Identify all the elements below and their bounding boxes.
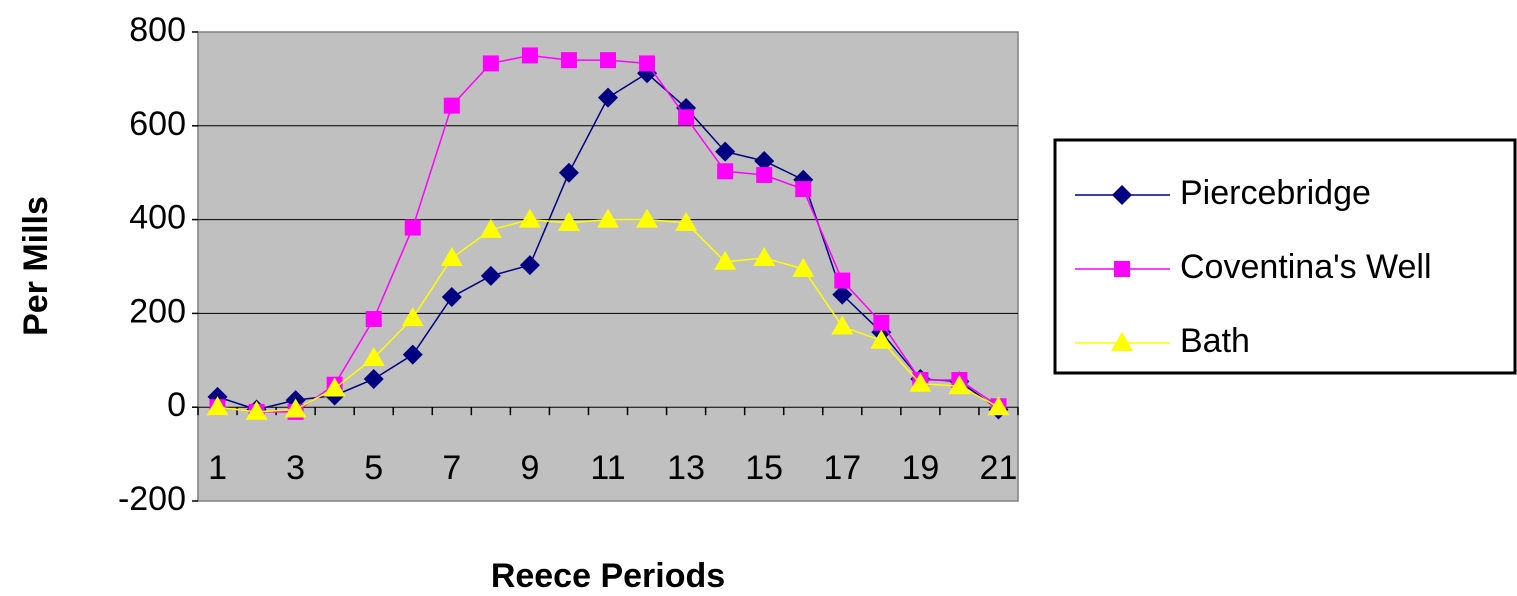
y-tick-label: 0 <box>167 386 186 424</box>
marker <box>675 211 698 231</box>
y-axis-title: Per Mills <box>17 196 55 336</box>
y-tick-label: 800 <box>129 11 186 49</box>
marker <box>440 247 463 267</box>
y-tick-label: -200 <box>118 480 186 518</box>
marker <box>831 315 854 335</box>
marker <box>987 396 1010 416</box>
x-tick-label: 5 <box>364 449 383 487</box>
y-tick-label: 600 <box>129 105 186 143</box>
marker <box>402 344 423 365</box>
marker <box>870 329 893 349</box>
marker <box>715 141 736 162</box>
x-tick-label: 3 <box>286 449 305 487</box>
marker <box>443 97 460 114</box>
marker <box>401 307 424 327</box>
marker <box>636 208 659 228</box>
marker <box>834 272 851 289</box>
x-tick-label: 7 <box>442 449 461 487</box>
marker <box>206 396 229 416</box>
marker <box>521 47 538 64</box>
marker <box>597 208 619 228</box>
marker <box>754 150 775 171</box>
y-tick-label: 400 <box>129 199 186 237</box>
marker <box>479 218 502 238</box>
x-tick-label: 1 <box>208 449 227 487</box>
marker <box>948 375 971 395</box>
marker <box>598 87 618 108</box>
marker <box>714 250 737 270</box>
marker <box>363 369 384 390</box>
marker <box>756 167 773 184</box>
plot-area <box>197 31 1019 502</box>
marker <box>558 162 579 183</box>
marker <box>753 247 776 267</box>
marker <box>404 219 421 236</box>
marker <box>560 52 577 69</box>
marker <box>245 400 268 420</box>
marker <box>441 286 462 307</box>
marker <box>1111 332 1133 351</box>
marker <box>909 372 932 392</box>
marker <box>600 52 616 69</box>
legend-label: Piercebridge <box>1180 174 1371 212</box>
y-tick-label: 200 <box>129 292 186 330</box>
marker <box>519 255 540 276</box>
marker <box>480 265 501 286</box>
legend-label: Coventina's Well <box>1180 248 1432 286</box>
x-tick-label: 11 <box>590 449 625 487</box>
marker <box>832 284 853 305</box>
x-axis-title: Reece Periods <box>491 557 725 595</box>
marker <box>557 211 580 231</box>
x-tick-label: 19 <box>901 449 939 487</box>
marker <box>482 55 499 72</box>
marker <box>717 163 734 180</box>
marker <box>639 55 656 72</box>
marker <box>518 208 541 228</box>
marker <box>284 398 307 418</box>
marker <box>1112 185 1132 205</box>
x-tick-label: 21 <box>980 449 1018 487</box>
x-tick-label: 9 <box>520 449 539 487</box>
marker <box>795 181 812 198</box>
marker <box>323 377 346 397</box>
x-tick-label: 17 <box>823 449 861 487</box>
marker <box>873 314 890 331</box>
x-tick-label: 15 <box>745 449 783 487</box>
marker <box>1114 261 1130 277</box>
legend-label: Bath <box>1180 322 1250 360</box>
marker <box>678 109 695 126</box>
marker <box>365 311 382 328</box>
legend-box <box>1053 138 1517 375</box>
marker <box>792 257 815 277</box>
x-tick-label: 13 <box>667 449 705 487</box>
marker <box>362 346 385 366</box>
